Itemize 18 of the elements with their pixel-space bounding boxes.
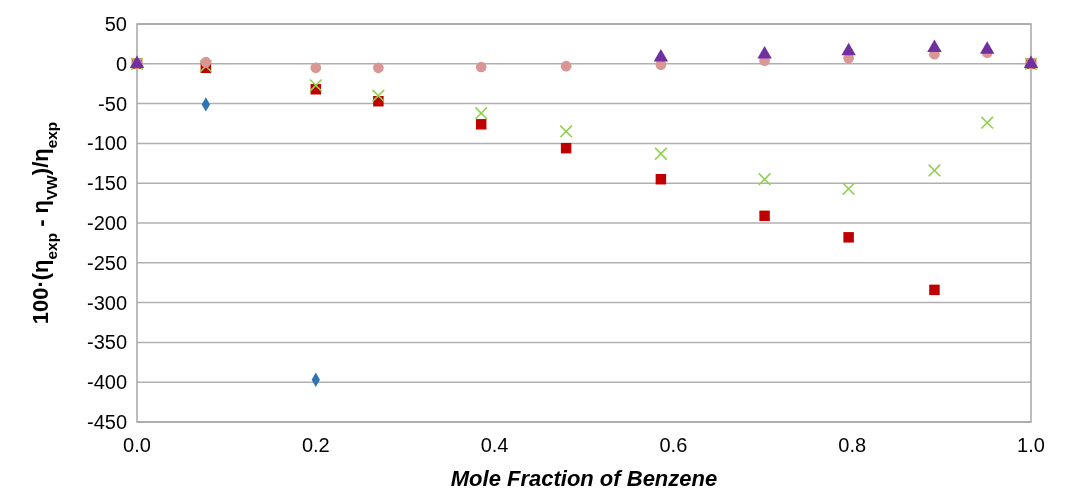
y-tick-label: -50 (98, 92, 127, 115)
y-tick-label: -150 (86, 172, 127, 195)
x-tick-label: 0.8 (838, 434, 867, 456)
y-tick-label: -100 (86, 132, 127, 155)
y-tick-label: 0 (115, 52, 127, 75)
y-tick-label: -200 (86, 212, 127, 234)
x-tick-label: 0.4 (480, 434, 509, 456)
x-axis-title: Mole Fraction of Benzene (450, 466, 718, 491)
x-tick-label: 1.0 (1017, 434, 1045, 456)
y-tick-label: 50 (104, 13, 127, 35)
x-tick-label: 0.0 (123, 434, 151, 456)
y-tick-label: -450 (86, 411, 127, 433)
y-tick-label: -250 (86, 251, 127, 274)
x-tick-label: 0.6 (659, 434, 688, 456)
x-tick-label: 0.2 (301, 434, 330, 456)
y-tick-label: -300 (86, 291, 127, 314)
y-tick-label: -350 (86, 331, 127, 354)
y-tick-label: -400 (86, 371, 127, 394)
